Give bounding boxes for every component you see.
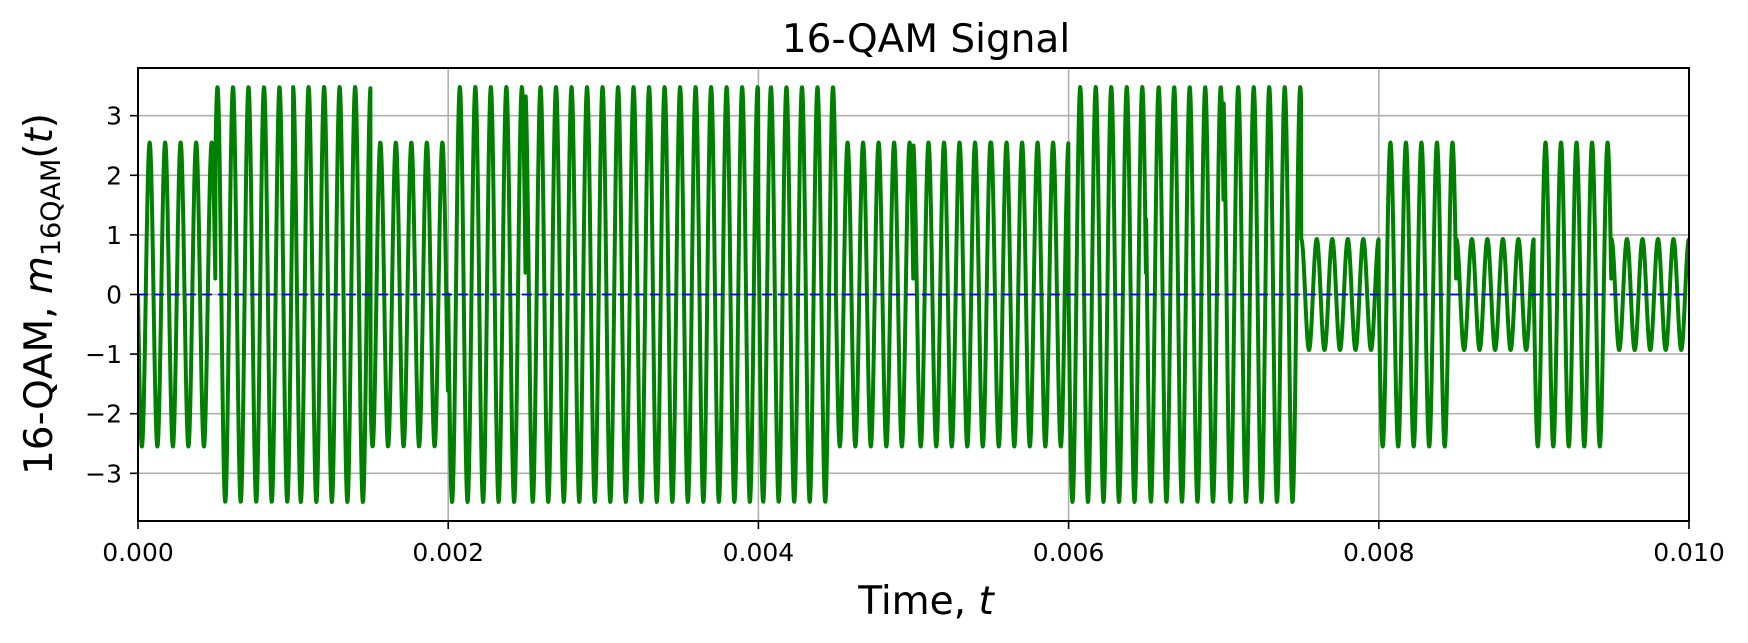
y-axis-label-close: ): [17, 113, 62, 128]
x-tick-label: 0.008: [1343, 538, 1415, 567]
y-axis-label-symbol: m: [17, 256, 62, 294]
y-tick-label: 1: [106, 221, 122, 250]
x-tick-label: 0.010: [1653, 538, 1725, 567]
y-axis-ticks: −3 −2 −1 0 1 2 3: [85, 102, 138, 488]
y-axis-label-open: (: [17, 143, 62, 158]
series-line-16qam: [138, 85, 1689, 504]
series-layer: [138, 85, 1689, 504]
x-tick-label: 0.006: [1033, 538, 1105, 567]
y-tick-label: 3: [106, 102, 122, 131]
y-tick-label: 0: [106, 281, 122, 310]
y-tick-label: −3: [85, 459, 122, 488]
y-axis-label-arg: t: [17, 126, 62, 143]
y-tick-label: 2: [106, 161, 122, 190]
x-tick-label: 0.002: [412, 538, 484, 567]
y-tick-label: −1: [85, 340, 122, 369]
x-tick-label: 0.000: [102, 538, 174, 567]
y-tick-label: −2: [85, 400, 122, 429]
x-axis-label-main: Time,: [857, 579, 978, 624]
x-axis-label-italic: t: [978, 579, 995, 624]
y-axis-label: 16-QAM, m16QAM(t): [17, 113, 67, 475]
x-tick-label: 0.004: [723, 538, 795, 567]
chart-title: 16-QAM Signal: [782, 17, 1070, 62]
x-axis-ticks: 0.000 0.002 0.004 0.006 0.008 0.010: [102, 521, 1725, 567]
y-axis-label-prefix: 16-QAM,: [17, 294, 62, 475]
x-axis-label: Time, t: [857, 579, 995, 624]
y-axis-label-subscript: 16QAM: [36, 159, 67, 256]
